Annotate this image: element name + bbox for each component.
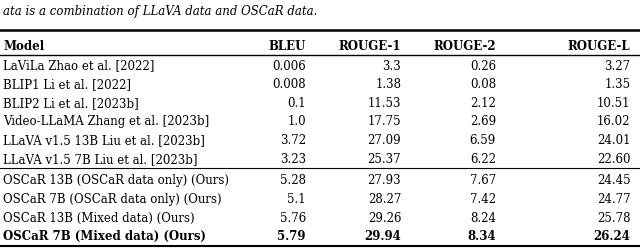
Text: OSCaR 13B (OSCaR data only) (Ours): OSCaR 13B (OSCaR data only) (Ours)	[3, 174, 229, 188]
Text: 24.01: 24.01	[597, 134, 630, 147]
Text: 16.02: 16.02	[597, 116, 630, 128]
Text: ROUGE-1: ROUGE-1	[339, 40, 401, 53]
Text: LLaVA v1.5 13B Liu et al. [2023b]: LLaVA v1.5 13B Liu et al. [2023b]	[3, 134, 205, 147]
Text: 2.69: 2.69	[470, 116, 496, 128]
Text: 29.26: 29.26	[368, 212, 401, 225]
Text: 28.27: 28.27	[368, 193, 401, 206]
Text: 3.3: 3.3	[383, 60, 401, 72]
Text: 5.28: 5.28	[280, 174, 306, 188]
Text: 10.51: 10.51	[597, 97, 630, 110]
Text: 1.0: 1.0	[287, 116, 306, 128]
Text: 0.006: 0.006	[272, 60, 306, 72]
Text: 27.93: 27.93	[367, 174, 401, 188]
Text: 22.60: 22.60	[597, 153, 630, 166]
Text: BLIP1 Li et al. [2022]: BLIP1 Li et al. [2022]	[3, 78, 131, 91]
Text: Video-LLaMA Zhang et al. [2023b]: Video-LLaMA Zhang et al. [2023b]	[3, 116, 209, 128]
Text: 0.26: 0.26	[470, 60, 496, 72]
Text: 2.12: 2.12	[470, 97, 496, 110]
Text: 5.76: 5.76	[280, 212, 306, 225]
Text: 0.1: 0.1	[287, 97, 306, 110]
Text: 1.38: 1.38	[375, 78, 401, 91]
Text: 5.79: 5.79	[277, 230, 306, 243]
Text: 29.94: 29.94	[365, 230, 401, 243]
Text: 1.35: 1.35	[604, 78, 630, 91]
Text: 24.77: 24.77	[596, 193, 630, 206]
Text: 6.59: 6.59	[470, 134, 496, 147]
Text: ata is a combination of LLaVA data and OSCaR data.: ata is a combination of LLaVA data and O…	[3, 5, 317, 18]
Text: 24.45: 24.45	[596, 174, 630, 188]
Text: BLIP2 Li et al. [2023b]: BLIP2 Li et al. [2023b]	[3, 97, 139, 110]
Text: ROUGE-L: ROUGE-L	[568, 40, 630, 53]
Text: LaViLa Zhao et al. [2022]: LaViLa Zhao et al. [2022]	[3, 60, 155, 72]
Text: 7.67: 7.67	[470, 174, 496, 188]
Text: OSCaR 7B (Mixed data) (Ours): OSCaR 7B (Mixed data) (Ours)	[3, 230, 206, 243]
Text: BLEU: BLEU	[269, 40, 306, 53]
Text: 5.1: 5.1	[287, 193, 306, 206]
Text: OSCaR 13B (Mixed data) (Ours): OSCaR 13B (Mixed data) (Ours)	[3, 212, 195, 225]
Text: Model: Model	[3, 40, 44, 53]
Text: 6.22: 6.22	[470, 153, 496, 166]
Text: LLaVA v1.5 7B Liu et al. [2023b]: LLaVA v1.5 7B Liu et al. [2023b]	[3, 153, 198, 166]
Text: 8.24: 8.24	[470, 212, 496, 225]
Text: 3.72: 3.72	[280, 134, 306, 147]
Text: 26.24: 26.24	[593, 230, 630, 243]
Text: 27.09: 27.09	[367, 134, 401, 147]
Text: 3.23: 3.23	[280, 153, 306, 166]
Text: 25.37: 25.37	[367, 153, 401, 166]
Text: 11.53: 11.53	[368, 97, 401, 110]
Text: 7.42: 7.42	[470, 193, 496, 206]
Text: 25.78: 25.78	[597, 212, 630, 225]
Text: 8.34: 8.34	[467, 230, 496, 243]
Text: 0.008: 0.008	[272, 78, 306, 91]
Text: 3.27: 3.27	[604, 60, 630, 72]
Text: ROUGE-2: ROUGE-2	[433, 40, 496, 53]
Text: 0.08: 0.08	[470, 78, 496, 91]
Text: OSCaR 7B (OSCaR data only) (Ours): OSCaR 7B (OSCaR data only) (Ours)	[3, 193, 222, 206]
Text: 17.75: 17.75	[367, 116, 401, 128]
